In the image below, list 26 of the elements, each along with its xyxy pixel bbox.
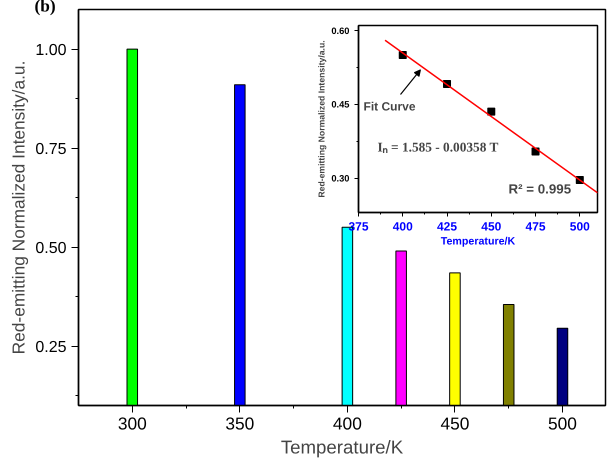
x-tick-label: 450 xyxy=(481,220,502,234)
y-tick-label: 0.25 xyxy=(35,339,67,356)
x-tick-label: 425 xyxy=(437,220,458,234)
x-tick-label: 475 xyxy=(526,220,546,234)
x-tick-label: 500 xyxy=(570,220,590,234)
y-tick-label: 0.60 xyxy=(331,26,350,36)
x-tick-label: 450 xyxy=(440,414,470,434)
annotation: Fit Curve xyxy=(364,100,416,114)
y-tick-label: 0.30 xyxy=(331,174,350,184)
annotation: Iₙ = 1.585 - 0.00358 T xyxy=(378,140,498,154)
x-tick-label: 400 xyxy=(332,414,362,434)
y-tick-label: 1.00 xyxy=(35,42,67,60)
y-tick-label: 0.45 xyxy=(331,100,350,110)
x-tick-label: 350 xyxy=(225,414,254,434)
x-tick-label: 500 xyxy=(548,414,577,434)
y-tick-label: 0.75 xyxy=(35,141,67,158)
y-axis-title: Red-emitting Normalized Intensity/a.u. xyxy=(8,60,28,354)
x-tick-label: 300 xyxy=(118,414,147,434)
point xyxy=(487,108,496,116)
x-tick-label: 400 xyxy=(392,220,414,234)
annotation: R² = 0.995 xyxy=(508,182,572,196)
x-tick-label: 375 xyxy=(348,220,369,234)
x-axis-title: Temperature/K xyxy=(440,236,516,248)
y-tick-label: 0.50 xyxy=(35,240,67,258)
x-axis-title: Temperature/K xyxy=(280,436,404,458)
y-axis-title: Red-emitting Normalized Intensity/a.u. xyxy=(316,40,326,198)
